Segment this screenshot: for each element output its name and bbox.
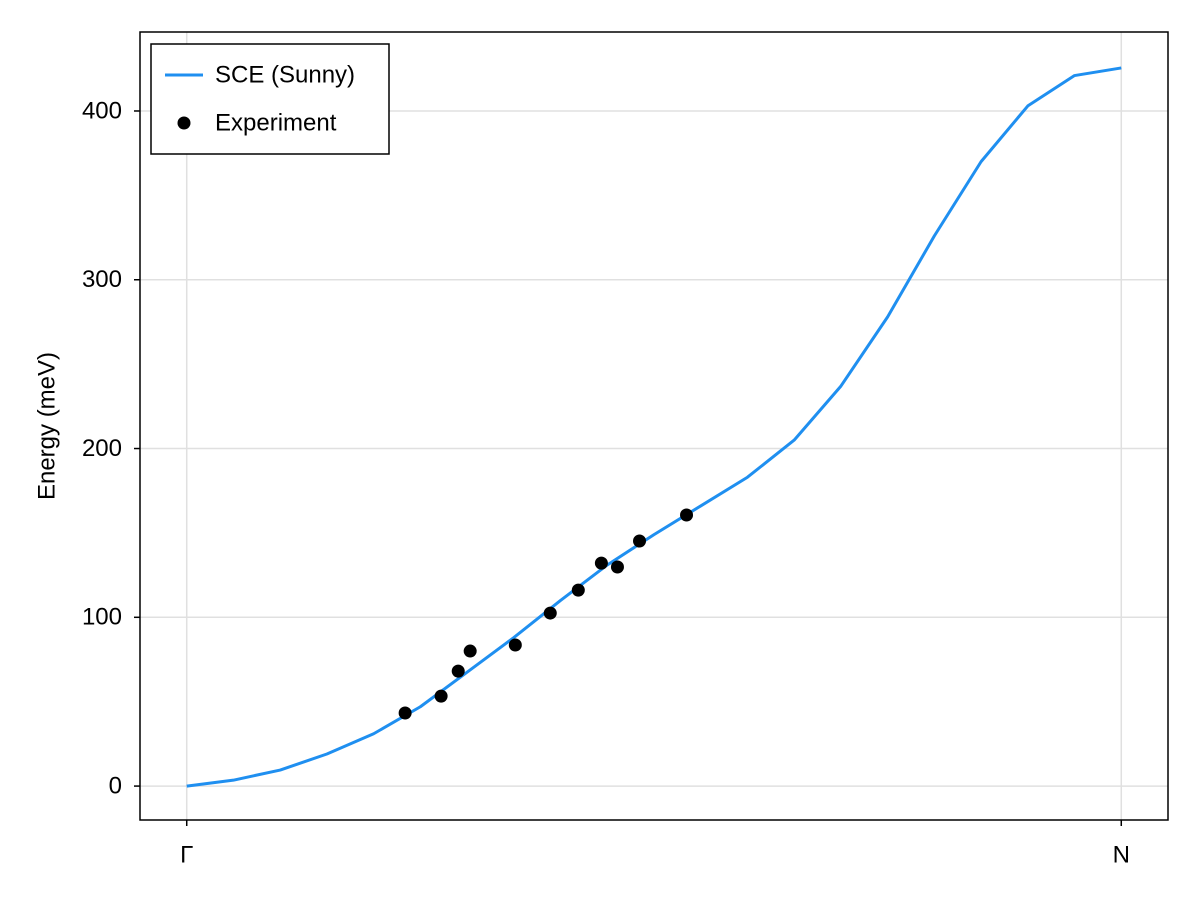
legend-swatch [177, 116, 191, 130]
series-line [186, 66, 1122, 788]
plot-frame [139, 31, 1169, 821]
data-point [543, 606, 557, 620]
data-point [463, 644, 477, 658]
legend-box [150, 43, 390, 155]
data-point [434, 689, 448, 703]
data-point [508, 638, 522, 652]
y-tick-label: 0 [109, 772, 122, 799]
x-tick-label: Γ [180, 841, 193, 868]
y-tick-label: 400 [82, 97, 122, 124]
data-point [571, 583, 585, 597]
legend-label: Experiment [215, 109, 337, 136]
data-point [594, 556, 608, 570]
y-tick-label: 300 [82, 266, 122, 293]
data-point [680, 508, 694, 522]
legend-label: SCE (Sunny) [215, 61, 355, 88]
data-point [633, 534, 647, 548]
y-tick-label: 200 [82, 435, 122, 462]
y-axis-label: Energy (meV) [33, 352, 60, 500]
data-point [398, 706, 412, 720]
y-tick-label: 100 [82, 604, 122, 631]
x-tick-label: N [1113, 841, 1130, 868]
data-point [610, 560, 624, 574]
data-point [451, 664, 465, 678]
